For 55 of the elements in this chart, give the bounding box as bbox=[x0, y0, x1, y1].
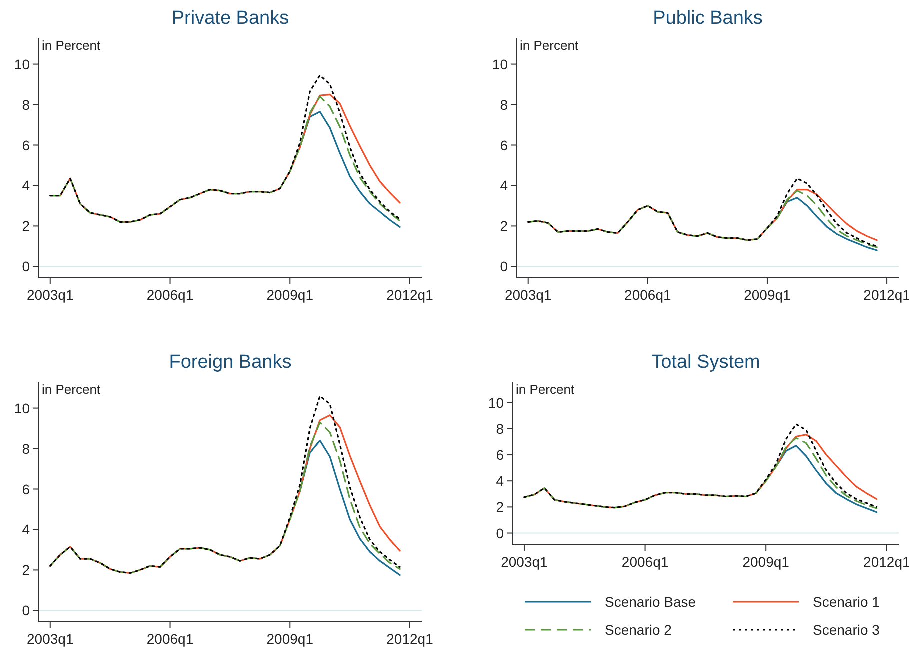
y-tick-label: 4 bbox=[496, 473, 504, 490]
y-tick-label: 8 bbox=[22, 440, 30, 457]
legend-label: Scenario 1 bbox=[813, 594, 880, 610]
y-tick-label: 6 bbox=[500, 137, 508, 154]
line-series bbox=[299, 440, 401, 576]
legend-label: Scenario 3 bbox=[813, 622, 880, 638]
line-series bbox=[775, 445, 878, 514]
y-axis-title: in Percent bbox=[516, 382, 575, 397]
x-tick-label: 2003q1 bbox=[27, 287, 74, 303]
y-tick-label: 0 bbox=[496, 525, 504, 542]
y-tick-label: 10 bbox=[14, 400, 30, 416]
line-series bbox=[299, 111, 401, 228]
y-tick-label: 4 bbox=[500, 178, 508, 194]
chart-title: Foreign Banks bbox=[169, 352, 292, 373]
y-tick-label: 8 bbox=[496, 420, 504, 437]
y-tick-label: 0 bbox=[500, 258, 508, 275]
y-tick-label: 8 bbox=[22, 96, 30, 113]
y-tick-label: 10 bbox=[14, 56, 30, 72]
chart-title: Total System bbox=[652, 352, 760, 373]
y-tick-label: 2 bbox=[496, 499, 504, 516]
x-tick-label: 2006q1 bbox=[146, 287, 194, 303]
x-tick-label: 2009q1 bbox=[266, 287, 314, 303]
line-series bbox=[776, 197, 878, 252]
y-axis-title: in Percent bbox=[520, 38, 579, 53]
y-tick-label: 6 bbox=[496, 447, 504, 464]
line-series bbox=[528, 178, 878, 248]
x-tick-label: 2003q1 bbox=[505, 287, 552, 303]
y-tick-label: 0 bbox=[22, 602, 30, 619]
x-tick-label: 2009q1 bbox=[744, 287, 792, 303]
x-tick-label: 2006q1 bbox=[146, 631, 194, 647]
y-tick-label: 10 bbox=[492, 56, 508, 72]
chart-title: Private Banks bbox=[172, 8, 290, 29]
y-tick-label: 4 bbox=[22, 178, 30, 194]
y-tick-label: 2 bbox=[22, 218, 30, 234]
x-tick-label: 2006q1 bbox=[624, 287, 672, 303]
chart-title: Public Banks bbox=[653, 8, 763, 29]
y-tick-label: 4 bbox=[22, 522, 30, 538]
y-tick-label: 6 bbox=[22, 481, 30, 498]
x-tick-label: 2009q1 bbox=[266, 631, 314, 647]
y-axis-title: in Percent bbox=[42, 382, 101, 397]
x-tick-label: 2009q1 bbox=[742, 554, 790, 570]
y-tick-label: 0 bbox=[22, 258, 30, 275]
x-tick-label: 2003q1 bbox=[501, 554, 548, 570]
x-tick-label: 2006q1 bbox=[622, 554, 669, 570]
legend-label: Scenario 2 bbox=[605, 622, 672, 638]
x-tick-label: 2012q1 bbox=[386, 631, 434, 647]
y-tick-label: 2 bbox=[500, 218, 508, 234]
y-tick-label: 10 bbox=[488, 394, 504, 411]
y-tick-label: 8 bbox=[500, 96, 508, 113]
y-tick-label: 2 bbox=[22, 562, 30, 578]
y-tick-label: 6 bbox=[22, 137, 30, 154]
x-tick-label: 2012q1 bbox=[386, 287, 434, 303]
legend-label: Scenario Base bbox=[605, 594, 696, 610]
x-tick-label: 2003q1 bbox=[27, 631, 74, 647]
y-axis-title: in Percent bbox=[42, 38, 101, 53]
